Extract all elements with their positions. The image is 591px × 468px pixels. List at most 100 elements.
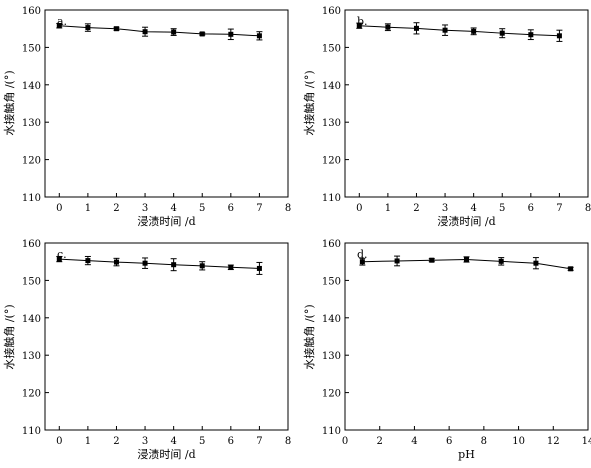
- x-tick-label: 10: [512, 436, 525, 447]
- x-tick-label: 0: [56, 436, 62, 447]
- data-point: [113, 259, 119, 265]
- x-tick-label: 2: [377, 436, 383, 447]
- data-point: [533, 260, 539, 266]
- x-tick-label: 1: [385, 203, 391, 214]
- data-point: [394, 258, 400, 264]
- data-point: [499, 30, 505, 36]
- y-tick-label: 120: [22, 156, 41, 167]
- y-tick-label: 160: [22, 6, 41, 17]
- data-point: [464, 256, 469, 262]
- y-axis-label: 水接触角 /(°): [302, 70, 316, 135]
- plot-frame: [44, 9, 289, 198]
- data-point: [471, 28, 477, 34]
- panel-label: c.: [57, 248, 67, 261]
- x-axis-label: 浸渍时间 /d: [137, 448, 195, 461]
- x-tick-label: 8: [585, 203, 591, 214]
- x-tick-label: 0: [342, 436, 348, 447]
- data-point: [356, 23, 362, 29]
- data-point: [385, 24, 391, 30]
- y-tick-label: 160: [22, 239, 41, 250]
- x-tick-label: 4: [170, 436, 176, 447]
- data-point: [171, 262, 177, 268]
- x-tick-label: 2: [113, 436, 119, 447]
- data-point: [256, 33, 262, 39]
- data-point: [528, 32, 534, 38]
- chart-panel-2: 0 1 2 3 4 5 6 7 8 110 120 130 140 150 160 浸渍时间 /d 水接触角 /…: [302, 6, 591, 228]
- x-tick-label: 4: [170, 203, 176, 214]
- panel-label: a.: [57, 15, 67, 28]
- y-tick-label: 150: [22, 43, 41, 54]
- chart-panel-3: 0 1 2 3 4 5 6 7 8 110 120 130 140 150 160 浸渍时间 /d 水接触角 /…: [2, 239, 291, 461]
- x-tick-label: 1: [85, 203, 91, 214]
- x-tick-label: 8: [285, 203, 291, 214]
- y-tick-label: 120: [322, 389, 341, 400]
- plot-frame: [44, 242, 289, 431]
- x-tick-label: 5: [199, 203, 205, 214]
- x-tick-label: 6: [228, 203, 234, 214]
- x-tick-label: 0: [56, 203, 62, 214]
- x-tick-label: 3: [442, 203, 448, 214]
- data-point: [228, 31, 234, 37]
- data-point: [142, 29, 148, 35]
- data-point: [359, 259, 365, 265]
- x-tick-label: 2: [113, 203, 119, 214]
- y-tick-label: 160: [322, 6, 341, 17]
- y-tick-label: 150: [22, 276, 41, 287]
- y-tick-label: 120: [22, 389, 41, 400]
- x-tick-label: 8: [285, 436, 291, 447]
- panel-label: b.: [357, 15, 368, 28]
- x-tick-label: 6: [228, 436, 234, 447]
- data-point: [413, 25, 419, 31]
- y-tick-label: 140: [22, 314, 41, 325]
- data-point: [56, 23, 62, 29]
- x-tick-label: 2: [413, 203, 419, 214]
- data-point: [228, 264, 234, 270]
- y-axis-label: 水接触角 /(°): [2, 70, 16, 135]
- x-tick-label: 3: [142, 436, 148, 447]
- plot-frame: [344, 242, 589, 431]
- series-line: [359, 25, 560, 37]
- series-line: [59, 258, 260, 269]
- y-tick-label: 110: [322, 193, 341, 204]
- x-tick-label: 4: [411, 436, 417, 447]
- y-axis-label: 水接触角 /(°): [2, 304, 16, 369]
- y-tick-label: 140: [322, 81, 341, 92]
- data-point: [85, 258, 91, 264]
- data-point: [199, 31, 205, 37]
- y-tick-label: 120: [322, 156, 341, 167]
- chart-panel-4: 0 2 4 6 8 10 12 14 110 120 130 140 150 160 pH 水接触角 /(°)…: [302, 239, 591, 461]
- data-point: [56, 256, 62, 262]
- y-axis-label: 水接触角 /(°): [302, 304, 316, 369]
- x-tick-label: 4: [470, 203, 476, 214]
- data-point: [142, 260, 148, 266]
- x-tick-label: 8: [481, 436, 487, 447]
- y-tick-label: 130: [22, 118, 41, 129]
- x-tick-label: 6: [528, 203, 534, 214]
- data-point: [429, 257, 435, 263]
- data-point: [556, 33, 562, 39]
- data-point: [199, 263, 205, 269]
- x-axis-label: 浸渍时间 /d: [137, 215, 195, 228]
- x-tick-label: 14: [582, 436, 591, 447]
- x-tick-label: 5: [199, 436, 205, 447]
- panel-label: d.: [357, 248, 368, 261]
- data-point: [498, 258, 504, 264]
- x-tick-label: 7: [256, 436, 262, 447]
- y-tick-label: 150: [322, 276, 341, 287]
- data-point: [256, 265, 262, 271]
- data-point: [442, 27, 448, 33]
- data-point: [568, 266, 574, 272]
- y-tick-label: 130: [322, 351, 341, 362]
- x-axis-label: 浸渍时间 /d: [437, 215, 495, 228]
- data-point: [113, 26, 119, 32]
- y-tick-label: 130: [22, 351, 41, 362]
- y-tick-label: 150: [322, 43, 341, 54]
- x-tick-label: 7: [556, 203, 562, 214]
- y-tick-label: 160: [322, 239, 341, 250]
- x-tick-label: 7: [256, 203, 262, 214]
- y-tick-label: 110: [22, 426, 41, 437]
- y-tick-label: 110: [322, 426, 341, 437]
- x-tick-label: 12: [547, 436, 560, 447]
- y-tick-label: 130: [322, 118, 341, 129]
